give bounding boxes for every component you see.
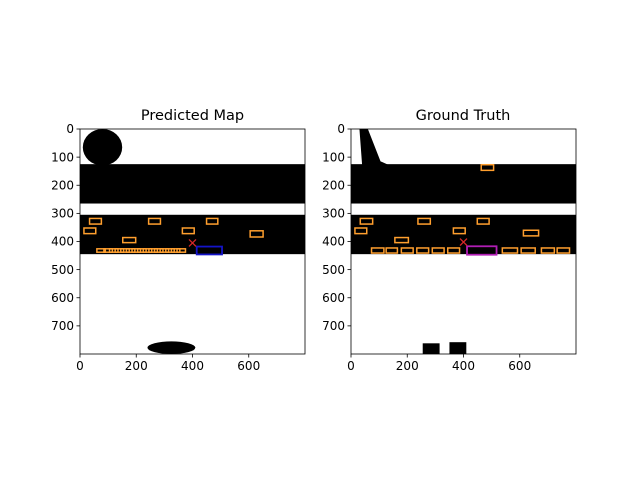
road-band — [80, 164, 305, 204]
vehicle-box — [125, 248, 136, 253]
vehicle-box — [153, 248, 164, 253]
vehicle-box — [120, 248, 130, 253]
ego-marker — [459, 238, 468, 247]
road-band — [351, 164, 576, 204]
vehicle-box — [165, 248, 175, 253]
x-tick-label: 600 — [237, 359, 260, 373]
vehicle-box — [147, 217, 162, 225]
vehicle-box — [88, 217, 103, 225]
vehicle-box — [148, 248, 159, 253]
road-blob — [82, 129, 123, 166]
vehicle-box — [103, 248, 114, 253]
vehicle-box — [540, 247, 556, 254]
vehicle-box — [480, 163, 495, 172]
vehicle-box — [394, 236, 410, 244]
vehicle-box — [556, 247, 571, 254]
vehicle-box — [417, 217, 432, 225]
vehicle-box — [522, 229, 540, 237]
vehicle-box — [400, 247, 414, 254]
vehicle-box — [431, 247, 445, 254]
vehicle-box — [122, 236, 137, 244]
road-block — [422, 343, 440, 354]
y-tick-label: 400 — [51, 235, 74, 249]
road-band — [80, 214, 305, 255]
x-tick-label: 600 — [508, 359, 531, 373]
y-tick-label: 300 — [322, 207, 345, 221]
vehicle-box — [159, 248, 170, 253]
y-tick-label: 200 — [51, 178, 74, 192]
ground-truth-panel: Ground Truth 0 200 400 600 0 100 200 300 400 500 6… — [322, 108, 577, 373]
y-tick-label: 100 — [322, 150, 345, 164]
ego-marker — [188, 238, 197, 247]
ego-box — [195, 245, 223, 256]
y-tick-label: 200 — [322, 178, 345, 192]
x-tick-label: 400 — [181, 359, 204, 373]
ego-box — [466, 245, 498, 256]
vehicle-box — [136, 248, 147, 253]
vehicle-box — [447, 247, 461, 254]
vehicle-box — [416, 247, 430, 254]
plot-area: 0 200 400 600 0 100 200 300 400 500 600 700 — [322, 122, 577, 373]
vehicle-box — [359, 217, 374, 225]
vehicle-box — [176, 248, 187, 253]
y-tick-label: 0 — [337, 122, 345, 136]
vehicle-box — [354, 227, 368, 235]
y-tick-label: 0 — [66, 122, 74, 136]
vehicle-box — [501, 247, 519, 254]
road-blob — [147, 341, 196, 354]
x-tick-label: 400 — [452, 359, 475, 373]
vehicle-box — [520, 247, 536, 254]
vehicle-box — [96, 248, 107, 253]
road-strip — [359, 129, 394, 167]
y-tick-label: 700 — [51, 319, 74, 333]
vehicle-box — [476, 217, 490, 225]
y-tick-label: 400 — [322, 235, 345, 249]
panel-title: Ground Truth — [416, 108, 511, 124]
x-tick-label: 200 — [396, 359, 419, 373]
vehicle-box — [249, 230, 264, 238]
vehicle-box — [131, 248, 142, 253]
map-layer — [351, 129, 576, 354]
vehicle-box — [181, 227, 195, 235]
vehicle-box — [108, 248, 119, 253]
y-tick-label: 500 — [322, 263, 345, 277]
vehicle-box — [83, 227, 97, 235]
y-tick-label: 600 — [322, 291, 345, 305]
vehicle-box — [142, 248, 153, 253]
map-layer — [80, 129, 305, 354]
vehicle-box — [114, 248, 125, 253]
y-tick-label: 600 — [51, 291, 74, 305]
plot-area: 0 200 400 600 0 100 200 300 400 500 600 700 — [51, 122, 306, 373]
vehicle-box — [385, 247, 399, 254]
vehicle-box — [170, 248, 181, 253]
y-tick-label: 100 — [51, 150, 74, 164]
panel-title: Predicted Map — [141, 108, 244, 124]
vehicle-box — [370, 247, 385, 254]
y-tick-label: 300 — [51, 207, 74, 221]
vehicle-box — [452, 227, 466, 235]
vehicle-box — [205, 217, 219, 225]
y-tick-label: 700 — [322, 319, 345, 333]
x-tick-label: 0 — [347, 359, 355, 373]
predicted-map-panel: Predicted Map 0 200 400 600 0 100 200 300 400 500… — [51, 108, 306, 373]
x-tick-label: 0 — [76, 359, 84, 373]
x-tick-label: 200 — [125, 359, 148, 373]
y-tick-label: 500 — [51, 263, 74, 277]
road-block — [449, 342, 467, 354]
